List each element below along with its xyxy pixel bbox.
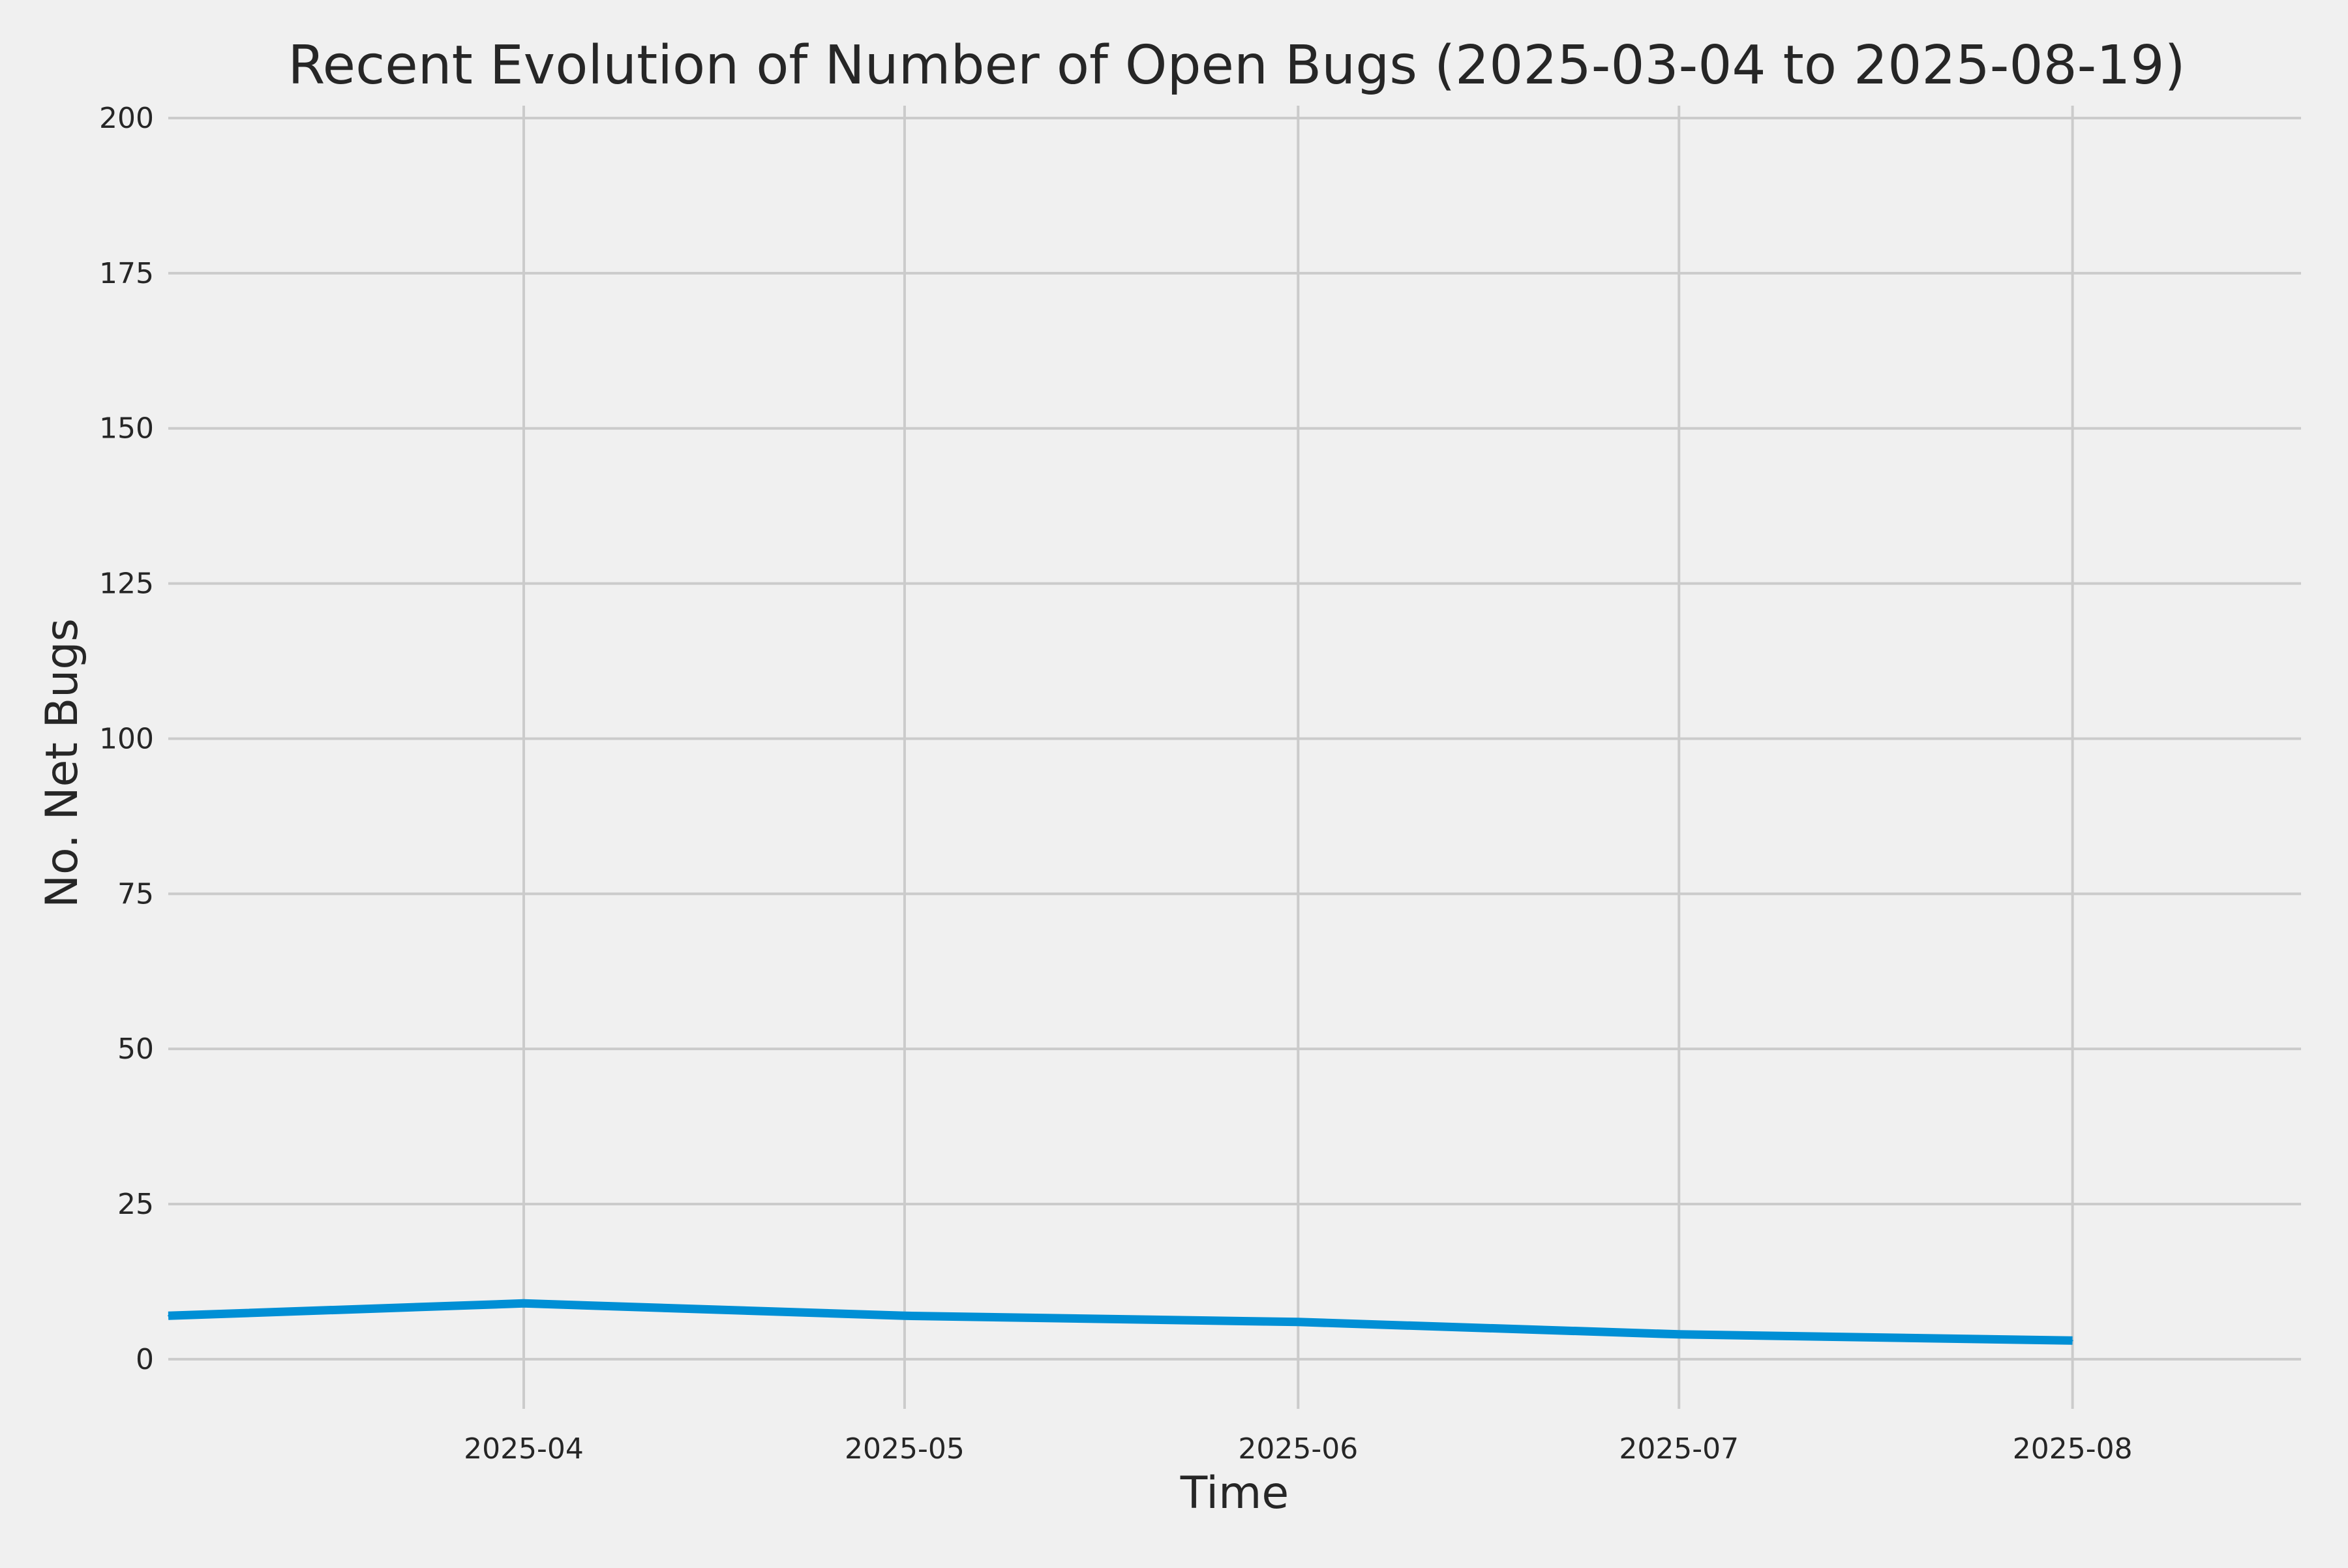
y-tick-label: 0 [136,1343,154,1376]
y-tick-label: 25 [117,1188,154,1221]
data-point [2071,1340,2073,1342]
y-tick-label: 50 [117,1033,154,1066]
y-tick-label: 75 [117,877,154,911]
x-tick-label: 2025-08 [2013,1432,2133,1466]
x-axis-label: Time [1180,1468,1289,1519]
grid [168,106,2301,1409]
y-tick-label: 175 [99,257,154,290]
x-tick-label: 2025-04 [464,1432,584,1466]
data-point [168,1315,169,1317]
y-axis-label: No. Net Bugs [37,618,88,908]
x-tick-label: 2025-05 [845,1432,965,1466]
data-point [903,1315,905,1317]
data-point [1678,1333,1680,1335]
tick-labels: 0 25 50 75 100 125 150 175 200 2025-04 2025-05 2025… [99,102,2133,1466]
data-point [523,1303,524,1304]
x-tick-label: 2025-07 [1619,1432,1739,1466]
data-point [1297,1321,1299,1323]
y-tick-label: 100 [99,722,154,755]
y-tick-label: 200 [99,102,154,135]
y-tick-label: 125 [99,567,154,601]
series-layer [168,1299,2073,1345]
series-line [168,1299,2073,1345]
x-tick-label: 2025-06 [1238,1432,1358,1466]
chart-title: Recent Evolution of Number of Open Bugs … [288,35,2185,97]
y-tick-label: 150 [99,412,154,445]
